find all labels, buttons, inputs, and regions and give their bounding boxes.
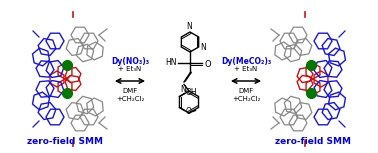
Text: +CH₂Cl₂: +CH₂Cl₂ bbox=[232, 96, 260, 102]
Text: zero-field SMM: zero-field SMM bbox=[275, 137, 351, 146]
Text: + Et₃N: + Et₃N bbox=[118, 66, 142, 72]
Text: N: N bbox=[200, 43, 206, 52]
Text: DMF: DMF bbox=[239, 88, 254, 94]
Text: zero-field SMM: zero-field SMM bbox=[27, 137, 103, 146]
Text: OH: OH bbox=[186, 88, 197, 97]
Text: HN: HN bbox=[166, 58, 177, 67]
Text: +CH₂Cl₂: +CH₂Cl₂ bbox=[116, 96, 144, 102]
Text: N: N bbox=[186, 22, 192, 30]
Text: O: O bbox=[186, 107, 191, 116]
Text: O: O bbox=[204, 60, 211, 69]
Text: N: N bbox=[180, 84, 186, 93]
Text: DMF: DMF bbox=[122, 88, 138, 94]
Text: + Et₃N: + Et₃N bbox=[234, 66, 258, 72]
Text: Dy(NO₃)₃: Dy(NO₃)₃ bbox=[111, 56, 149, 65]
Text: Dy(MeCO₂)₃: Dy(MeCO₂)₃ bbox=[221, 56, 271, 65]
